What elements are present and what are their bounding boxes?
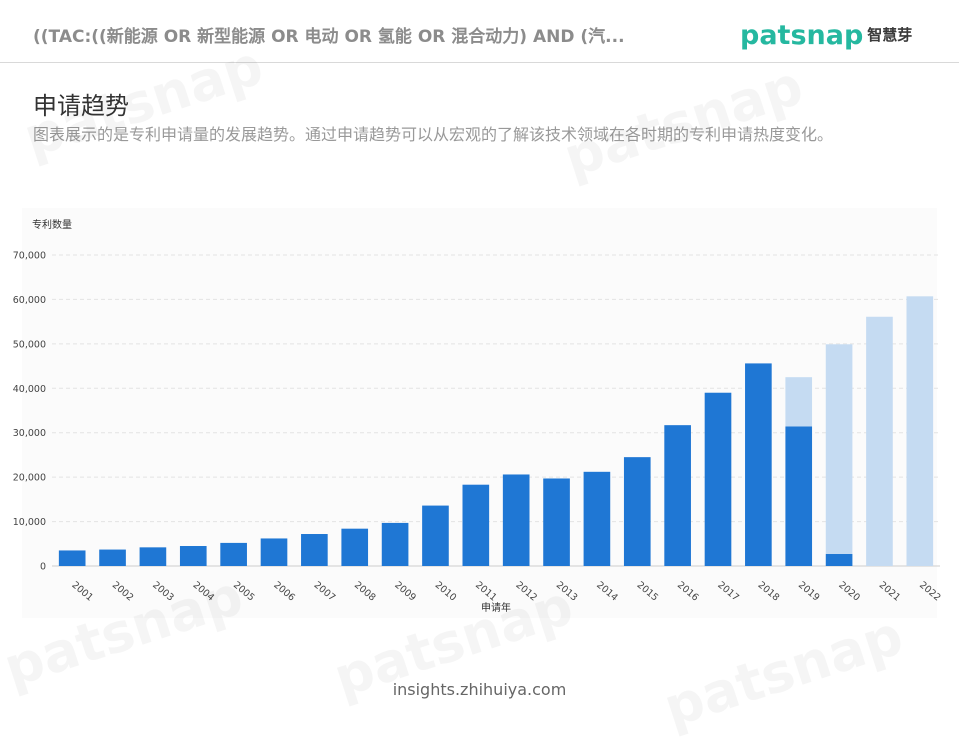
- x-tick-label: 2004: [191, 580, 217, 604]
- bar-segment-solid: [220, 542, 247, 566]
- x-tick-label: 2006: [271, 580, 297, 604]
- bar-segment-solid: [543, 478, 570, 566]
- y-tick-label: 70,000: [13, 251, 46, 262]
- x-tick-label: 2007: [312, 580, 338, 604]
- bar-segment-solid: [704, 392, 732, 566]
- x-tick-label: 2005: [231, 580, 257, 604]
- x-tick-label: 2002: [110, 580, 136, 604]
- x-tick-label: 2017: [715, 580, 741, 604]
- bar-segment-solid: [664, 425, 691, 566]
- report-header: ((TAC:((新能源 OR 新型能源 OR 电动 OR 氢能 OR 混合动力)…: [0, 0, 959, 63]
- bar-segment-solid: [260, 538, 288, 566]
- x-tick-label: 2021: [877, 580, 903, 604]
- y-tick-label: 10,000: [13, 517, 46, 528]
- bar-segment-solid: [623, 457, 651, 566]
- footer-url[interactable]: insights.zhihuiya.com: [392, 680, 567, 699]
- x-tick-label: 2008: [352, 580, 378, 604]
- x-tick-label: 2011: [473, 580, 499, 604]
- section-title: 申请趋势: [33, 92, 129, 120]
- search-query: ((TAC:((新能源 OR 新型能源 OR 电动 OR 氢能 OR 混合动力)…: [33, 27, 625, 47]
- y-tick-label: 20,000: [13, 473, 46, 484]
- x-tick-label: 2022: [917, 580, 943, 604]
- bar-segment-light: [906, 296, 934, 566]
- logo-chinese-name: 智慧芽: [867, 26, 913, 44]
- y-tick-label: 40,000: [13, 384, 46, 395]
- bar-segment-solid: [422, 505, 449, 566]
- bar-segment-solid: [785, 426, 813, 566]
- bar-segment-solid: [745, 363, 772, 566]
- x-tick-label: 2015: [635, 580, 661, 604]
- bar-segment-solid: [301, 534, 328, 566]
- bar-segment-solid: [99, 549, 126, 566]
- y-tick-label: 0: [40, 562, 46, 573]
- x-axis-label: 申请年: [481, 601, 511, 614]
- bar-segment-solid: [583, 471, 611, 566]
- section-description: 图表展示的是专利申请量的发展趋势。通过申请趋势可以从宏观的了解该技术领域在各时期…: [33, 125, 834, 144]
- bar-segment-light: [866, 316, 893, 566]
- x-tick-label: 2009: [392, 580, 418, 604]
- patsnap-logo: patsnap 智慧芽: [740, 20, 912, 51]
- bar-segment-solid: [139, 547, 167, 566]
- x-tick-label: 2019: [796, 580, 822, 604]
- y-tick-label: 60,000: [13, 295, 46, 306]
- bar-segment-solid: [179, 546, 207, 566]
- x-tick-label: 2013: [554, 580, 580, 604]
- bar-segment-solid: [341, 528, 369, 566]
- bar-segment-solid: [502, 474, 530, 566]
- x-tick-label: 2012: [513, 580, 539, 604]
- y-axis-label: 专利数量: [32, 218, 72, 231]
- bar-segment-solid: [825, 554, 853, 566]
- y-tick-label: 50,000: [13, 339, 46, 350]
- bar-segment-solid: [462, 484, 490, 566]
- bar-segment-solid: [58, 550, 86, 566]
- application-trend-chart: 专利数量 0 10,000 20,000 30,000 40,000 50,000 60,00…: [13, 218, 943, 614]
- x-tick-label: 2016: [675, 580, 701, 604]
- x-tick-label: 2001: [69, 580, 95, 604]
- x-tick-label: 2020: [836, 580, 862, 604]
- bar-segment-light: [785, 377, 813, 427]
- x-tick-label: 2014: [594, 580, 620, 604]
- bar-segment-light: [825, 344, 853, 555]
- y-tick-label: 30,000: [13, 428, 46, 439]
- bar-segment-solid: [381, 522, 409, 566]
- logo-wordmark: patsnap: [740, 20, 864, 51]
- x-tick-label: 2010: [433, 580, 459, 604]
- x-tick-label: 2003: [150, 580, 176, 604]
- x-tick-label: 2018: [756, 580, 782, 604]
